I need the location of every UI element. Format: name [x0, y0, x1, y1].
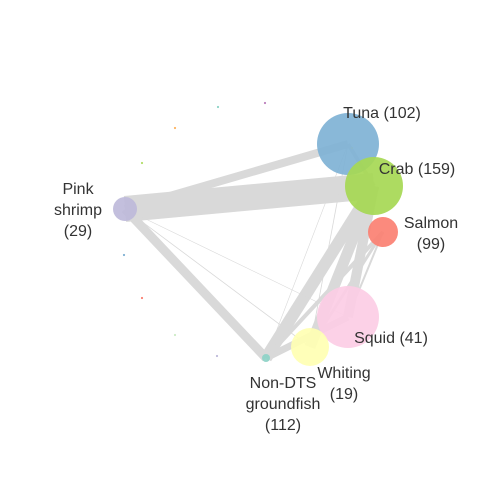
- node-whiting: [291, 328, 329, 366]
- node-label-line: Tuna (102): [343, 105, 421, 122]
- minor-node: [173, 126, 177, 130]
- edge-non-dts-groundfish-tuna: [265, 143, 349, 359]
- edge-pink-shrimp-crab: [123, 173, 376, 222]
- node-label-crab: Crab (159): [379, 161, 455, 178]
- node-label-squid: Squid (41): [354, 330, 428, 347]
- minor-node: [140, 161, 144, 165]
- node-label-line: Pink: [62, 181, 94, 198]
- node-label-line: shrimp: [54, 202, 102, 219]
- edge-whiting-tuna: [309, 143, 349, 348]
- node-label-line: (29): [64, 223, 92, 240]
- edge-non-dts-groundfish-crab: [260, 182, 380, 362]
- node-non-dts-groundfish: [262, 354, 270, 362]
- node-label-salmon: Salmon (99): [404, 215, 458, 253]
- edge-pink-shrimp-whiting: [124, 208, 311, 348]
- node-label-line: Non-DTS: [250, 375, 317, 392]
- node-crab: [345, 157, 403, 215]
- node-label-tuna: Tuna (102): [343, 105, 421, 122]
- node-label-pink-shrimp: Pink shrimp (29): [54, 181, 102, 240]
- labels-layer: Tuna (102) Crab (159) Salmon (99) Pink shrimp…: [54, 105, 458, 434]
- minor-node: [140, 296, 144, 300]
- edge-pink-shrimp-non-dts-groundfish: [121, 205, 270, 362]
- minor-node: [122, 253, 126, 257]
- node-salmon: [368, 217, 398, 247]
- node-label-line: (112): [265, 417, 301, 434]
- nodes-layer: [113, 113, 403, 366]
- node-label-line: Salmon: [404, 215, 458, 232]
- node-label-line: Crab (159): [379, 161, 455, 178]
- node-label-non-dts-groundfish: Non-DTS groundfish (112): [246, 375, 321, 434]
- edge-pink-shrimp-squid: [124, 208, 349, 318]
- minor-node: [216, 105, 220, 109]
- node-label-line: (99): [417, 236, 445, 253]
- minor-node: [263, 101, 267, 105]
- node-label-line: (19): [330, 386, 358, 403]
- node-label-whiting: Whiting (19): [317, 365, 370, 403]
- node-label-line: groundfish: [246, 396, 321, 413]
- node-label-line: Squid (41): [354, 330, 428, 347]
- edge-pink-shrimp-tuna: [123, 140, 350, 213]
- node-squid: [317, 286, 379, 348]
- node-label-line: Whiting: [317, 365, 370, 382]
- node-pink-shrimp: [113, 197, 137, 221]
- minor-node: [173, 333, 177, 337]
- minor-node: [215, 354, 219, 358]
